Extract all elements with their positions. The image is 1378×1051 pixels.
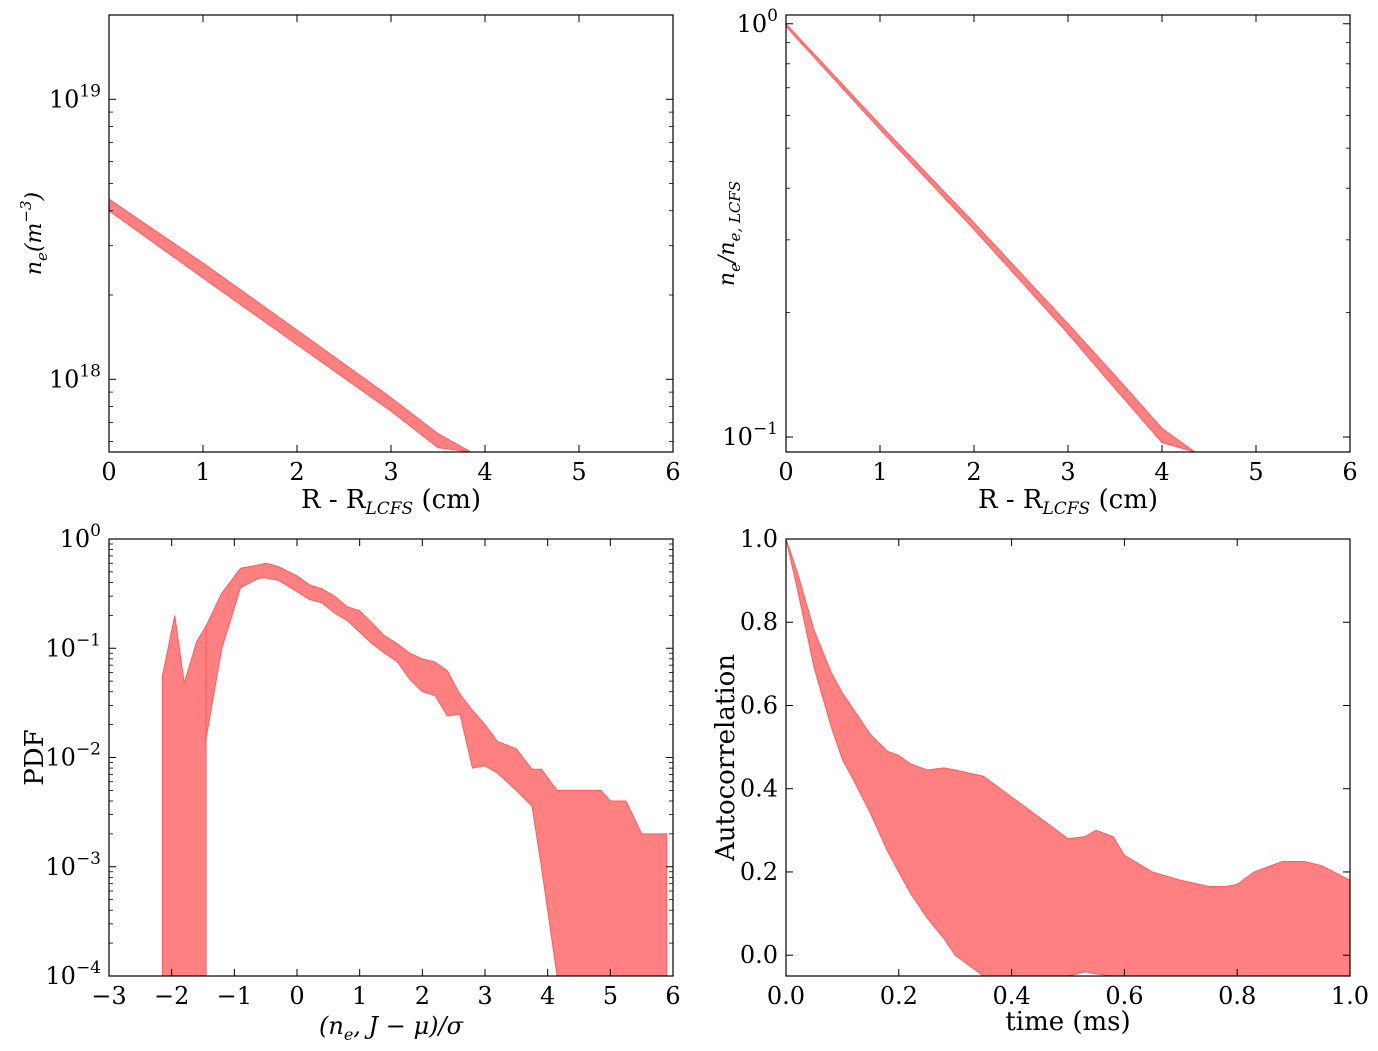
x-tick-label: 1 bbox=[195, 458, 210, 486]
plot-frame bbox=[785, 14, 1351, 453]
x-tick-label: 1 bbox=[352, 982, 367, 1010]
x-tick-label: 6 bbox=[665, 982, 680, 1010]
x-tick-label: 5 bbox=[1248, 458, 1263, 486]
x-tick-label: 0 bbox=[289, 982, 304, 1010]
x-tick-label: −3 bbox=[91, 982, 126, 1010]
y-axis-label: ne/ne, LCFSn_e / n_e,LCFS bbox=[715, 181, 744, 286]
y-tick-label: 100 bbox=[60, 521, 101, 553]
x-tick-label: 2 bbox=[966, 458, 981, 486]
x-axis-label: (ne, J − μ)/σ(n_e, J - mu) / sigma bbox=[319, 1012, 464, 1044]
chart-pdf: −3 −2 −1 0 1 2 3 4 5 6 10−4 10−3 10−2 10−1 100 (ne, J −… bbox=[20, 521, 681, 1044]
plot-frame bbox=[785, 538, 1351, 977]
plot-frame bbox=[108, 14, 674, 453]
x-tick-label: 5 bbox=[603, 982, 618, 1010]
x-tick-label: 5 bbox=[571, 458, 586, 486]
x-tick-label: −1 bbox=[217, 982, 252, 1010]
x-tick-label: 1 bbox=[872, 458, 887, 486]
band-pdf-0 bbox=[161, 615, 207, 976]
x-axis-label: time (ms) bbox=[1005, 1007, 1130, 1037]
y-axis-label: ne(m−3)n_e (m^-3) bbox=[17, 192, 51, 275]
band-pdf-1 bbox=[205, 562, 668, 976]
x-tick-label: 3 bbox=[383, 458, 398, 486]
chart-ne_profile: 0 1 2 3 4 5 6 1018 1019 R - RLCFS (cm) ne(m−3)n_e … bbox=[17, 14, 681, 519]
y-tick-label: 10−2 bbox=[45, 740, 101, 772]
y-axis-label: Autocorrelation bbox=[711, 654, 741, 862]
x-axis-label: R - RLCFS (cm) bbox=[978, 485, 1158, 519]
x-tick-label: 0 bbox=[778, 458, 793, 486]
x-tick-label: −2 bbox=[154, 982, 189, 1010]
x-tick-label: 0.8 bbox=[1218, 982, 1256, 1010]
x-axis-label: R - RLCFS (cm) bbox=[301, 485, 481, 519]
y-axis-label: PDF bbox=[20, 729, 50, 785]
x-tick-label: 3 bbox=[1060, 458, 1075, 486]
x-tick-label: 0.6 bbox=[1105, 982, 1143, 1010]
y-tick-label: 10−1 bbox=[45, 630, 101, 662]
y-tick-label: 1019 bbox=[49, 81, 101, 113]
y-tick-label: 100 bbox=[737, 6, 778, 38]
x-tick-label: 6 bbox=[665, 458, 680, 486]
x-tick-label: 4 bbox=[477, 458, 492, 486]
band-autocorrelation-0 bbox=[786, 539, 1350, 976]
chart-ne_normalized: 0 1 2 3 4 5 6 10−1 100 R - RLCFS (cm) ne/ne, LCFSn… bbox=[715, 6, 1358, 519]
x-tick-label: 6 bbox=[1342, 458, 1357, 486]
x-tick-label: 0 bbox=[101, 458, 116, 486]
band-ne_normalized-0 bbox=[786, 23, 1196, 452]
x-tick-label: 2 bbox=[415, 982, 430, 1010]
y-tick-label: 10−1 bbox=[722, 419, 778, 451]
x-tick-label: 0.2 bbox=[880, 982, 918, 1010]
y-tick-label: 1.0 bbox=[740, 525, 778, 553]
x-tick-label: 1.0 bbox=[1331, 982, 1369, 1010]
y-tick-label: 0.8 bbox=[740, 608, 778, 636]
x-tick-label: 2 bbox=[289, 458, 304, 486]
x-tick-label: 4 bbox=[1154, 458, 1169, 486]
y-tick-label: 1018 bbox=[49, 361, 101, 393]
y-tick-label: 0.4 bbox=[740, 775, 778, 803]
y-tick-label: 0.2 bbox=[740, 858, 778, 886]
y-tick-label: 10−4 bbox=[45, 958, 101, 990]
x-tick-label: 0.0 bbox=[767, 982, 805, 1010]
y-tick-label: 0.0 bbox=[740, 941, 778, 969]
y-tick-label: 0.6 bbox=[740, 691, 778, 719]
x-tick-label: 0.4 bbox=[993, 982, 1031, 1010]
x-tick-label: 4 bbox=[540, 982, 555, 1010]
y-tick-label: 10−3 bbox=[45, 849, 101, 881]
x-tick-label: 3 bbox=[477, 982, 492, 1010]
band-ne_profile-0 bbox=[109, 198, 472, 452]
chart-autocorrelation: 0.0 0.2 0.4 0.6 0.8 1.0 0.0 0.2 0.4 0.6 0.8 1.0 time… bbox=[711, 525, 1369, 1037]
